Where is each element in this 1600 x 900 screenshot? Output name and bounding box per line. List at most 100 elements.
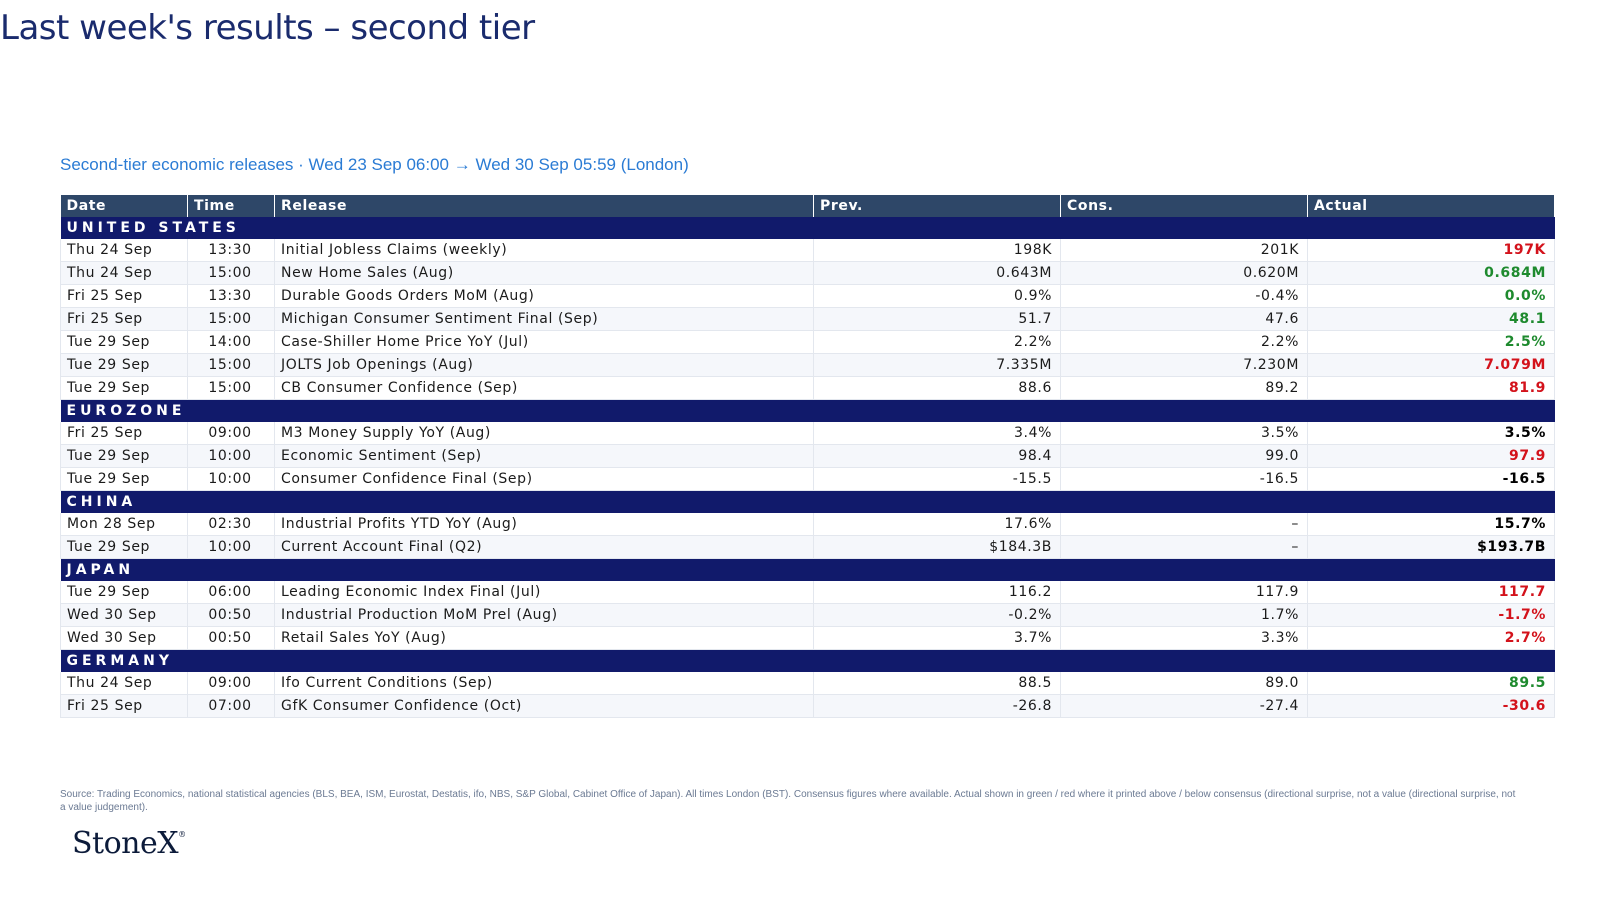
prev-column-header: Prev. — [813, 195, 1061, 217]
table-row: Fri 25 Sep 15:00 Michigan Consumer Sentime… — [60, 307, 1555, 331]
date-cell: Tue 29 Sep — [60, 581, 188, 604]
date-cell: Thu 24 Sep — [60, 261, 188, 285]
date-cell: Fri 25 Sep — [60, 284, 188, 308]
prev-cell: 98.4 — [813, 444, 1061, 468]
stonex-logo: StoneX® — [72, 826, 186, 861]
cons-cell: 1.7% — [1060, 603, 1308, 627]
cons-column-header: Cons. — [1060, 195, 1308, 217]
time-cell: 09:00 — [187, 422, 275, 445]
section-row: CHINA — [60, 490, 1555, 513]
table-row: Fri 25 Sep 13:30 Durable Goods Orders MoM … — [60, 284, 1555, 308]
prev-cell: 116.2 — [813, 581, 1061, 604]
release-cell: New Home Sales (Aug) — [274, 261, 814, 285]
cons-cell: 0.620M — [1060, 261, 1308, 285]
release-cell: Michigan Consumer Sentiment Final (Sep) — [274, 307, 814, 331]
actual-cell: 48.1 — [1307, 307, 1555, 331]
cons-cell: 7.230M — [1060, 353, 1308, 377]
release-cell: M3 Money Supply YoY (Aug) — [274, 422, 814, 445]
cons-cell: 47.6 — [1060, 307, 1308, 331]
actual-cell: $193.7B — [1307, 535, 1555, 559]
release-cell: Retail Sales YoY (Aug) — [274, 626, 814, 650]
prev-cell: 17.6% — [813, 513, 1061, 536]
prev-cell: 0.643M — [813, 261, 1061, 285]
date-cell: Tue 29 Sep — [60, 376, 188, 400]
actual-cell: 0.0% — [1307, 284, 1555, 308]
actual-cell: -16.5 — [1307, 467, 1555, 491]
table-row: Tue 29 Sep 10:00 Consumer Confidence Final… — [60, 467, 1555, 491]
actual-cell: -1.7% — [1307, 603, 1555, 627]
release-cell: Durable Goods Orders MoM (Aug) — [274, 284, 814, 308]
table-row: Fri 25 Sep 07:00 GfK Consumer Confidence (… — [60, 694, 1555, 718]
registered-mark: ® — [178, 830, 186, 839]
cons-cell: -16.5 — [1060, 467, 1308, 491]
time-cell: 09:00 — [187, 672, 275, 695]
time-cell: 02:30 — [187, 513, 275, 536]
time-cell: 07:00 — [187, 694, 275, 718]
time-cell: 14:00 — [187, 330, 275, 354]
cons-cell: -27.4 — [1060, 694, 1308, 718]
release-cell: JOLTS Job Openings (Aug) — [274, 353, 814, 377]
table-subtitle: Second-tier economic releases · Wed 23 S… — [60, 155, 689, 174]
date-column-header: Date — [60, 195, 188, 217]
cons-cell: 117.9 — [1060, 581, 1308, 604]
page-title: Last week's results – second tier — [0, 8, 535, 48]
table-row: Tue 29 Sep 10:00 Current Account Final (Q2… — [60, 535, 1555, 559]
table-header: Date Time Release Prev. Cons. Actual — [60, 195, 1555, 217]
actual-cell: 97.9 — [1307, 444, 1555, 468]
table-row: Thu 24 Sep 15:00 New Home Sales (Aug) 0.643… — [60, 261, 1555, 285]
release-cell: Economic Sentiment (Sep) — [274, 444, 814, 468]
prev-cell: 3.7% — [813, 626, 1061, 650]
section-label: GERMANY — [60, 649, 1555, 672]
time-cell: 13:30 — [187, 284, 275, 308]
table-row: Mon 28 Sep 02:30 Industrial Profits YTD Yo… — [60, 513, 1555, 536]
cons-cell: 89.0 — [1060, 672, 1308, 695]
section-label: CHINA — [60, 490, 1555, 513]
date-cell: Fri 25 Sep — [60, 694, 188, 718]
time-cell: 10:00 — [187, 444, 275, 468]
cons-cell: 99.0 — [1060, 444, 1308, 468]
date-cell: Tue 29 Sep — [60, 353, 188, 377]
time-cell: 15:00 — [187, 353, 275, 377]
table-body: UNITED STATES Thu 24 Sep 13:30 Initial Jobl… — [60, 217, 1555, 718]
releases-table: Date Time Release Prev. Cons. Actual UNITED S… — [60, 195, 1555, 718]
prev-cell: 3.4% — [813, 422, 1061, 445]
time-column-header: Time — [187, 195, 275, 217]
release-cell: Initial Jobless Claims (weekly) — [274, 239, 814, 262]
logo-text: StoneX — [72, 826, 179, 861]
section-label: UNITED STATES — [60, 217, 1555, 239]
date-cell: Fri 25 Sep — [60, 307, 188, 331]
section-row: JAPAN — [60, 558, 1555, 581]
release-column-header: Release — [274, 195, 814, 217]
prev-cell: 2.2% — [813, 330, 1061, 354]
actual-cell: 0.684M — [1307, 261, 1555, 285]
actual-cell: 2.7% — [1307, 626, 1555, 650]
actual-cell: 117.7 — [1307, 581, 1555, 604]
section-label: JAPAN — [60, 558, 1555, 581]
time-cell: 15:00 — [187, 261, 275, 285]
table-row: Wed 30 Sep 00:50 Industrial Production MoM… — [60, 603, 1555, 627]
prev-cell: 0.9% — [813, 284, 1061, 308]
actual-cell: 7.079M — [1307, 353, 1555, 377]
actual-cell: 3.5% — [1307, 422, 1555, 445]
table-row: Tue 29 Sep 06:00 Leading Economic Index Fi… — [60, 581, 1555, 604]
date-cell: Thu 24 Sep — [60, 672, 188, 695]
date-cell: Thu 24 Sep — [60, 239, 188, 262]
time-cell: 13:30 — [187, 239, 275, 262]
release-cell: Consumer Confidence Final (Sep) — [274, 467, 814, 491]
cons-cell: 201K — [1060, 239, 1308, 262]
date-cell: Tue 29 Sep — [60, 467, 188, 491]
release-cell: Case-Shiller Home Price YoY (Jul) — [274, 330, 814, 354]
table-row: Thu 24 Sep 09:00 Ifo Current Conditions (S… — [60, 672, 1555, 695]
release-cell: Industrial Profits YTD YoY (Aug) — [274, 513, 814, 536]
actual-column-header: Actual — [1307, 195, 1555, 217]
time-cell: 15:00 — [187, 307, 275, 331]
time-cell: 10:00 — [187, 467, 275, 491]
table-row: Tue 29 Sep 10:00 Economic Sentiment (Sep) 9… — [60, 444, 1555, 468]
cons-cell: -0.4% — [1060, 284, 1308, 308]
prev-cell: 198K — [813, 239, 1061, 262]
table-row: Tue 29 Sep 14:00 Case-Shiller Home Price Y… — [60, 330, 1555, 354]
release-cell: Ifo Current Conditions (Sep) — [274, 672, 814, 695]
time-cell: 00:50 — [187, 626, 275, 650]
date-cell: Wed 30 Sep — [60, 603, 188, 627]
actual-cell: 81.9 — [1307, 376, 1555, 400]
